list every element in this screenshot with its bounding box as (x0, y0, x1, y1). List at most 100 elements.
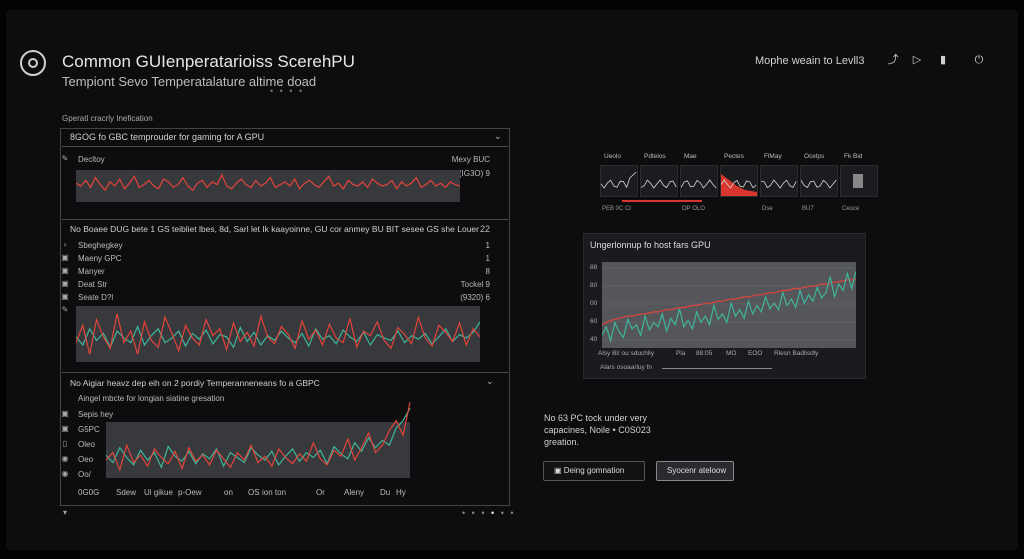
thumbnail-label: Mae (684, 153, 697, 160)
thumbnail-spike[interactable] (600, 165, 638, 197)
checkbox-icon[interactable]: ▣ (61, 292, 69, 301)
x-tick-label: EOO (748, 350, 763, 357)
section2-row-label: Maeny GPC (78, 254, 122, 263)
divider (62, 146, 508, 147)
chevron-icon[interactable]: › (63, 240, 67, 249)
thumbnail-label: FlMay (764, 153, 782, 160)
secondary-action-button[interactable]: ▣ Deing gomnation (543, 461, 645, 481)
section2-heading-value: 22 (479, 224, 490, 234)
section2-row-value: (9320) 6 (460, 293, 490, 302)
section2-row-label: Sbeghegkey (78, 241, 123, 250)
left-panel-caption: Gperatl cracrly Inefication (62, 114, 153, 123)
y-tick-label: 60 (590, 318, 598, 325)
section1-chart (76, 170, 460, 202)
pause-icon[interactable]: ▮ (939, 54, 947, 66)
button-icon: ▣ (554, 466, 564, 475)
cursor-icon[interactable]: ⤴ (887, 54, 899, 66)
divider (62, 372, 508, 373)
thumbnail-label: Pdtelos (644, 153, 666, 160)
primary-action-button[interactable]: Syocenr ateloow (656, 461, 734, 481)
thumbnail-line[interactable] (800, 165, 838, 197)
edit-icon[interactable]: ✎ (61, 305, 69, 314)
page-dot[interactable]: • (462, 508, 468, 518)
play-icon[interactable]: ▷ (912, 54, 922, 66)
x-tick-label: Rlesn Badlisdly (774, 350, 819, 357)
thumbnail-chart (720, 174, 757, 196)
x-tick-label: ion ton (262, 488, 287, 497)
page-dot[interactable]: • (500, 508, 506, 518)
header-dots: • • • • (270, 86, 305, 96)
checkbox-icon[interactable]: ▣ (61, 266, 69, 275)
thumbnail-line[interactable] (680, 165, 718, 197)
checkbox-icon[interactable]: ▣ (61, 409, 69, 418)
x-tick-label: Aleny (344, 488, 365, 497)
section1-collapse-chevron-icon[interactable]: ⌄ (494, 131, 502, 141)
circle-icon[interactable]: ◉ (61, 454, 69, 463)
section3-row-label: Sepis hey (78, 410, 114, 419)
x-tick-label: Alsy Bl/ ou sduchliy (598, 350, 654, 357)
thumbnail-label: Ocelps (804, 153, 825, 160)
thumbnail-line[interactable] (760, 165, 798, 197)
series-line-red (76, 173, 460, 192)
thumbnail-label: Ueolo (604, 153, 621, 160)
thumbnail-line (600, 171, 637, 189)
section2-heading: No Boaee DUG bete 1 GS teibliet lbes, 8d… (70, 224, 479, 234)
thumbnail-icon (853, 174, 863, 188)
section3-row-label: Oleo (78, 440, 95, 449)
chart-background (106, 422, 410, 478)
section2-chart (76, 306, 480, 362)
right-chart (602, 262, 856, 348)
section1-row-label: Decltoy (78, 155, 105, 164)
series-line-teal (602, 271, 856, 343)
thumbnail-line (760, 179, 797, 189)
page-dot-active[interactable]: • (491, 508, 497, 518)
chart-background (76, 170, 460, 202)
thumbnail-chart (760, 179, 797, 189)
x-tick-label: Ui gikue (144, 488, 173, 497)
y-tick-label: 88 (590, 264, 598, 271)
status-note: No 63 PC tock under very capacines, Noil… (544, 413, 651, 447)
x-tick-label: Hy (396, 488, 406, 497)
right-chart-panel: Ungerlonnup fo host fars GPU 88 80 00 60 40 … (583, 233, 866, 379)
thumbnail-line (680, 179, 717, 189)
section2-row-label: Seate D?l (78, 293, 114, 302)
thumbnail-line[interactable] (640, 165, 678, 197)
header-status-text: Mophe weain to Levll3 (755, 55, 865, 67)
checkbox-icon[interactable]: ▣ (61, 253, 69, 262)
x-tick-label: Sdew (116, 488, 137, 497)
section3-row-label: Oo/ (78, 470, 91, 479)
thumbnail-icon[interactable] (840, 165, 878, 197)
thumbnail-footer: PEB 0C Cl (602, 206, 631, 212)
section3-row-label: Oeo (78, 455, 94, 464)
section1-heading: 8GOG fo GBC temprouder for gaming for A … (70, 132, 265, 142)
thumbnail-progress-bar (622, 200, 702, 202)
thumbnail-chart (600, 171, 637, 189)
page-dot[interactable]: • (471, 508, 477, 518)
thumbnail-footer: Ceoce (842, 206, 860, 212)
checkbox-icon[interactable]: ▣ (61, 279, 69, 288)
section2-row-label: Deat Str (78, 280, 108, 289)
x-tick-label: 88:05 (696, 350, 713, 357)
page-title: Common GUIenperatarioiss ScerehPU (62, 52, 355, 71)
page-dot[interactable]: • (481, 508, 487, 518)
page-indicator: • • • • • • (462, 508, 516, 518)
thumbnail-red[interactable] (720, 165, 758, 197)
battery-icon[interactable]: ▯ (62, 439, 68, 448)
scroll-down-icon[interactable]: ▾ (62, 508, 67, 517)
x-tick-label: Or (316, 488, 325, 497)
section1-right-label: Mexy BUC (451, 155, 490, 164)
section3-collapse-chevron-icon[interactable]: ⌄ (486, 376, 494, 386)
power-icon[interactable]: ⏻ (974, 54, 984, 66)
left-panel (60, 128, 510, 506)
app-logo-icon (20, 50, 46, 76)
checkbox-icon[interactable]: ▣ (61, 424, 69, 433)
section3-chart (106, 402, 411, 478)
circle-icon[interactable]: ◉ (61, 469, 69, 478)
chart-background (602, 262, 856, 348)
section2-row-value: Tockel 9 (460, 280, 490, 289)
section3-heading: No Aigiar heavz dep eih on 2 pordiy Temp… (70, 378, 320, 388)
page-dot[interactable]: • (510, 508, 516, 518)
page-subtitle: Tempiont Sevo Temperatalature altime doa… (62, 74, 317, 89)
thumbnail-footer: OP OLO (682, 206, 705, 212)
x-tick-label: Pla (676, 350, 686, 357)
